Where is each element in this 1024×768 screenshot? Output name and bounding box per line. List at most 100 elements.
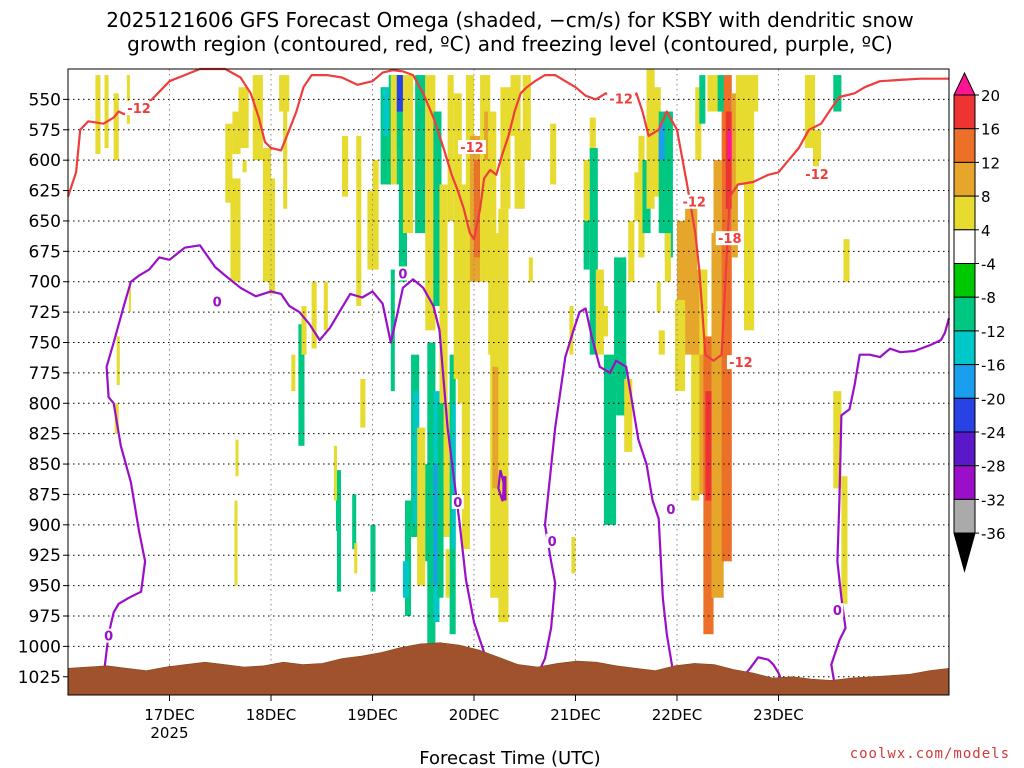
colorbar-label-11: -28 (981, 458, 1006, 476)
colorbar-segment-5 (953, 263, 976, 298)
freezing-level-label-0: 0 (104, 630, 113, 645)
dgz-label-2-bg (607, 91, 636, 106)
omega-cell-105 (664, 111, 673, 258)
omega-cell-14 (268, 178, 276, 294)
dgz-label-3: -12 (682, 196, 706, 211)
omega-cell-107 (658, 330, 665, 355)
colorbar-label-10: -24 (981, 424, 1006, 442)
x-tick-label-21DEC: 21DEC (550, 706, 601, 724)
omega-cell-87 (589, 117, 596, 161)
omega-cell-66 (461, 378, 470, 550)
omega-cell-83 (569, 306, 574, 355)
omega-cell-92 (614, 257, 627, 392)
omega-cell-46 (433, 111, 442, 307)
omega-cell-123 (717, 75, 724, 112)
omega-cell-6 (128, 281, 131, 313)
omega-cell-124 (731, 93, 738, 258)
colorbar-label-12: -32 (981, 491, 1006, 509)
colorbar-segment-3 (953, 195, 976, 231)
omega-cell-13 (262, 148, 271, 282)
dgz-label-6-bg (803, 166, 832, 181)
colorbar: 20 16 12 8 4 -4 -8 -12 -16 -20 -24 -28 -32 -36 (953, 71, 1006, 573)
omega-cell-0 (95, 75, 101, 155)
y-tick-label-1025: 1025 (18, 668, 61, 688)
omega-cell-119 (721, 75, 732, 562)
omega-cell-24 (342, 135, 349, 197)
omega-cell-40 (396, 75, 403, 112)
omega-cell-135 (833, 391, 842, 489)
omega-cell-62 (445, 549, 450, 598)
plot-frame (67, 68, 950, 696)
omega-cell-31 (335, 500, 341, 531)
y-tick-label-625: 625 (29, 182, 61, 202)
colorbar-arrow-top (953, 71, 976, 96)
omega-cell-2 (113, 93, 119, 161)
x-tick-label-18DEC: 18DEC (246, 706, 297, 724)
dgz-label-4: -18 (718, 232, 742, 247)
colorbar-segment-12 (953, 498, 976, 534)
omega-cell-53 (441, 403, 450, 537)
colorbar-arrow-bottom (953, 532, 976, 573)
omega-cell-132 (812, 129, 822, 161)
omega-cell-89 (595, 269, 604, 355)
colorbar-segment-8 (953, 364, 976, 399)
omega-cell-16 (283, 81, 288, 209)
y-tick-label-800: 800 (29, 394, 61, 414)
plot-area: -12 -12 -12 -12 -18 -12 -12 0 0 0 0 0 0 0 (66, 67, 951, 696)
y-tick-label-775: 775 (29, 364, 61, 384)
omega-cell-136 (841, 476, 848, 604)
omega-cell-98 (638, 148, 645, 209)
dgz-label-2: -12 (609, 92, 633, 107)
y-tick-label-925: 925 (29, 546, 61, 566)
y-tick-label-950: 950 (29, 577, 61, 597)
x-tick-label-23DEC: 23DEC (753, 706, 804, 724)
omega-cell-134 (843, 239, 850, 282)
freezing-level-contour-main (102, 244, 679, 684)
omega-cell-4 (116, 336, 120, 386)
omega-cell-121 (727, 129, 732, 161)
omega-cell-56 (427, 342, 436, 647)
omega-cell-18 (298, 324, 305, 446)
freezing-level-label-2: 0 (398, 267, 407, 282)
omega-cell-34 (370, 524, 376, 592)
y-tick-label-900: 900 (29, 516, 61, 536)
y-tick-label-725: 725 (29, 303, 61, 323)
colorbar-label-3: 8 (981, 188, 991, 206)
freezing-level-label-3: 0 (453, 496, 462, 511)
omega-cell-50 (417, 427, 426, 586)
freezing-level-label-5-bg (664, 502, 677, 517)
omega-cell-74 (492, 366, 499, 489)
omega-cell-36 (382, 87, 389, 136)
freezing-level-label-4-bg (546, 533, 559, 548)
omega-cell-71 (484, 111, 489, 161)
y-tick-label-850: 850 (29, 455, 61, 475)
chart-title-line-1: 2025121606 GFS Forecast Omega (shaded, −… (106, 8, 914, 32)
colorbar-label-1: 16 (981, 121, 1000, 139)
omega-cell-55 (402, 561, 410, 598)
omega-cell-45 (425, 75, 436, 331)
omega-cell-122 (707, 75, 718, 112)
colorbar-label-9: -20 (981, 390, 1006, 408)
freezing-level-contour-layer: 0 0 0 0 0 0 0 (102, 244, 951, 684)
omega-cell-7 (225, 123, 233, 203)
freezing-level-label-2-bg (396, 266, 409, 281)
y-tick-label-600: 600 (29, 151, 61, 171)
x-tick-label-17DEC: 17DEC (144, 706, 195, 724)
colorbar-label-2: 12 (981, 154, 1000, 172)
freezing-level-label-5: 0 (666, 503, 675, 518)
dendritic-growth-contour-layer: -12 -12 -12 -12 -18 -12 -12 (66, 67, 949, 371)
omega-cell-91 (603, 354, 617, 525)
omega-cell-116 (705, 391, 712, 501)
omega-cell-95 (628, 220, 635, 282)
dgz-label-4-bg (715, 231, 744, 246)
omega-cell-126 (743, 75, 755, 331)
colorbar-label-7: -12 (981, 323, 1006, 341)
omega-cell-49 (413, 391, 420, 525)
omega-cell-33 (354, 543, 358, 574)
omega-cell-110 (674, 299, 686, 392)
y-tick-label-975: 975 (29, 607, 61, 627)
dgz-label-1: -12 (460, 141, 484, 156)
omega-cell-26 (360, 378, 366, 428)
